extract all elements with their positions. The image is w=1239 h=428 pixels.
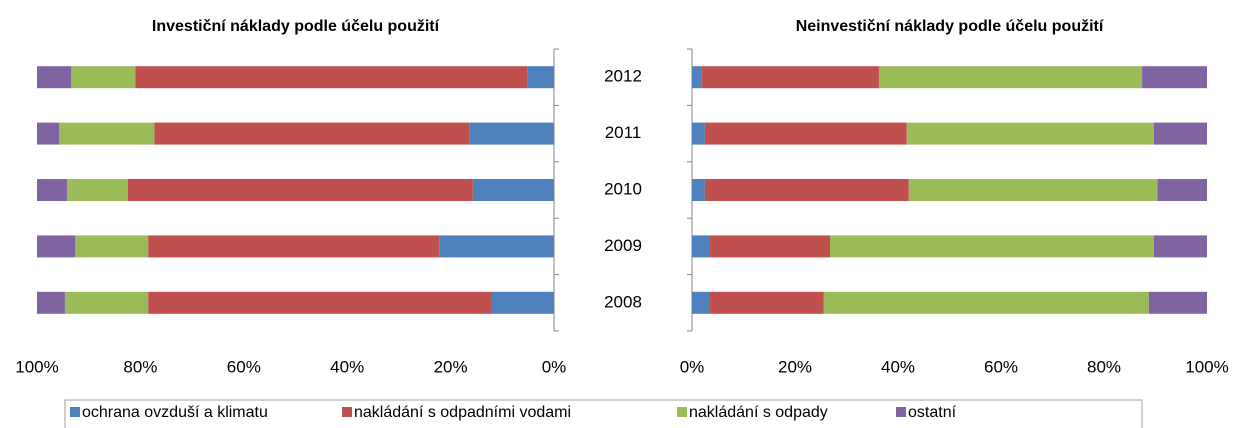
x-tick-label: 80%: [1087, 357, 1121, 376]
bar-segment: [127, 179, 473, 201]
bar-segment: [704, 179, 909, 201]
legend-swatch: [896, 407, 906, 417]
bar-segment: [710, 235, 831, 258]
legend-label: nakládání s odpadními vodami: [354, 404, 571, 421]
legend-swatch: [342, 407, 352, 417]
legend-label: ochrana ovzduší a klimatu: [82, 404, 268, 421]
x-tick-label: 20%: [778, 357, 812, 376]
bar-segment: [710, 291, 824, 314]
x-tick-label: 40%: [881, 357, 915, 376]
bar-segment: [71, 66, 136, 89]
x-tick-label: 80%: [123, 357, 157, 376]
bar-segment: [472, 179, 554, 201]
legend-label: ostatní: [908, 404, 957, 421]
bar-segment: [37, 235, 76, 258]
legend-label: nakládání s odpady: [689, 404, 828, 421]
chart-title: Neinvestiční náklady podle účelu použití: [796, 18, 1104, 35]
bar-segment: [439, 235, 554, 258]
bar-segment: [823, 291, 1149, 314]
bar-segment: [830, 235, 1154, 258]
x-tick-label: 0%: [680, 357, 705, 376]
bar-segment: [878, 66, 1143, 89]
x-tick-label: 0%: [542, 357, 567, 376]
bar-segment: [469, 122, 554, 145]
bar-segment: [908, 179, 1158, 201]
legend-box: [64, 399, 1143, 428]
bar-segment: [37, 66, 72, 89]
bar-segment: [692, 122, 705, 145]
bar-segment: [1157, 179, 1207, 201]
chart-title: Investiční náklady podle účelu použití: [152, 18, 440, 35]
bar-segment: [701, 66, 879, 89]
bar-segment: [527, 66, 554, 89]
bar-segment: [66, 179, 128, 201]
bar-segment: [75, 235, 149, 258]
bar-segment: [692, 179, 705, 201]
bar-segment: [906, 122, 1154, 145]
bar-segment: [59, 122, 155, 145]
x-tick-label: 40%: [330, 357, 364, 376]
bar-segment: [1148, 291, 1207, 314]
bar-segment: [37, 122, 60, 145]
x-tick-label: 100%: [1185, 357, 1228, 376]
bar-segment: [704, 122, 907, 145]
bar-segment: [135, 66, 528, 89]
bar-segment: [491, 291, 554, 314]
bar-segment: [154, 122, 470, 145]
legend-swatch: [70, 407, 80, 417]
x-tick-label: 60%: [984, 357, 1018, 376]
bar-segment: [37, 179, 67, 201]
x-tick-label: 100%: [15, 357, 58, 376]
bar-segment: [1153, 122, 1207, 145]
category-label: 2012: [604, 67, 642, 86]
bar-segment: [1153, 235, 1207, 258]
category-label: 2010: [604, 179, 642, 198]
bar-segment: [692, 66, 702, 89]
bar-segment: [692, 235, 711, 258]
category-label: 2009: [604, 236, 642, 255]
bar-segment: [64, 291, 149, 314]
x-tick-label: 20%: [434, 357, 468, 376]
bar-segment: [148, 235, 440, 258]
category-label: 2008: [604, 292, 642, 311]
x-tick-label: 60%: [227, 357, 261, 376]
bar-segment: [37, 291, 65, 314]
bar-segment: [1142, 66, 1207, 89]
legend-swatch: [677, 407, 687, 417]
bar-segment: [148, 291, 492, 314]
category-label: 2011: [605, 123, 642, 142]
bar-segment: [692, 291, 711, 314]
